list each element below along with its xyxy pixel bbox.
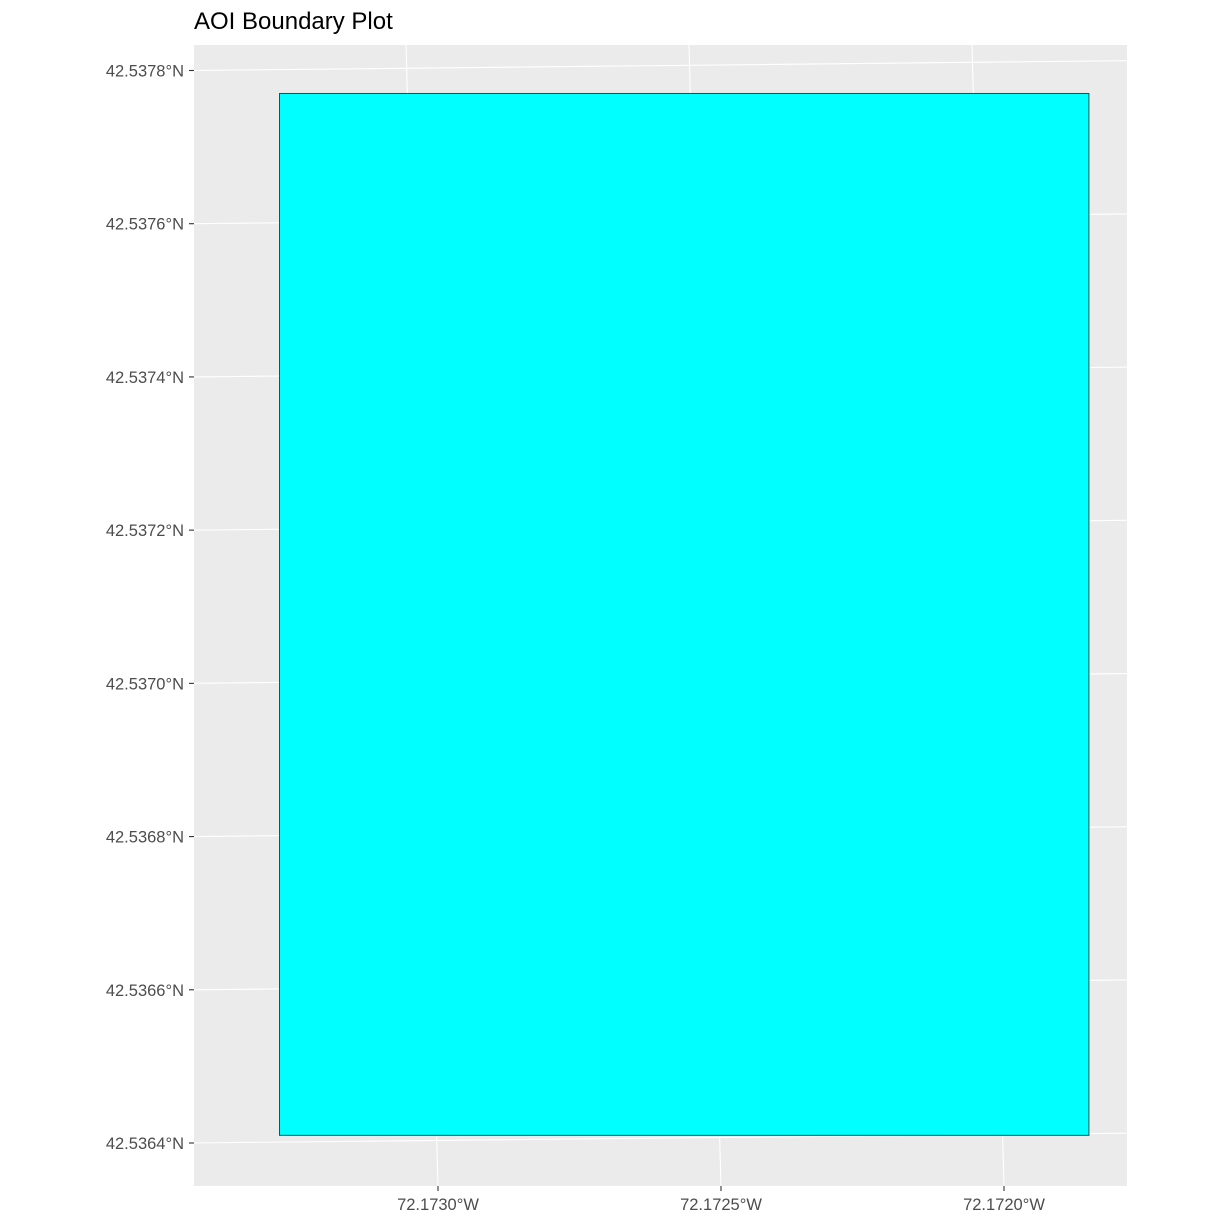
- aoi-polygon: [279, 92, 1090, 1136]
- graticule-lon-line-0: [123, 35, 156, 1196]
- y-tick-label-1: 42.5366°N: [106, 982, 184, 1000]
- y-tick-label-2: 42.5368°N: [106, 829, 184, 847]
- plot-title: AOI Boundary Plot: [194, 8, 393, 35]
- polygon-layer: [279, 92, 1090, 1136]
- x-tick-label-1: 72.1725°W: [680, 1196, 762, 1214]
- y-tick-label-7: 42.5378°N: [106, 63, 184, 81]
- y-tick-label-3: 42.5370°N: [106, 675, 184, 693]
- x-tick-label-0: 72.1730°W: [397, 1196, 479, 1214]
- y-tick-label-5: 42.5374°N: [106, 369, 184, 387]
- y-tick-label-0: 42.5364°N: [106, 1135, 184, 1153]
- y-tick-label-6: 42.5376°N: [106, 216, 184, 234]
- y-tick-label-4: 42.5372°N: [106, 522, 184, 540]
- graticule-lat-line-7: [194, 60, 1127, 72]
- axes: 42.5364°N 42.5366°N 42.5368°N 42.5370°N 42.5…: [106, 63, 1045, 1215]
- x-tick-label-2: 72.1720°W: [963, 1196, 1045, 1214]
